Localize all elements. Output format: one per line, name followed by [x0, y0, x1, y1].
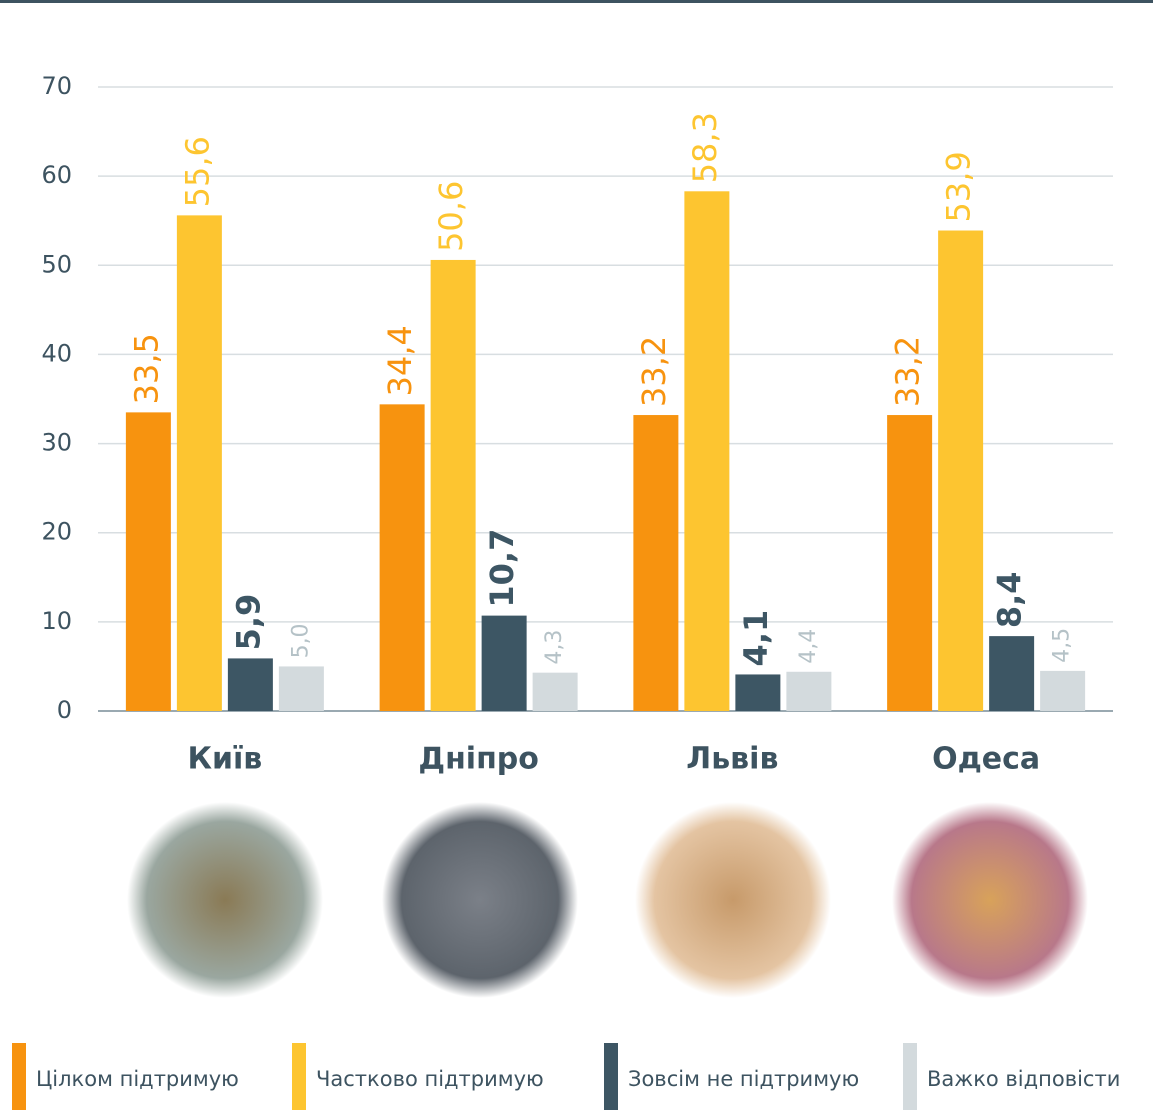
city-photo: [127, 802, 323, 998]
value-label: 4,1: [737, 610, 775, 667]
bar: [278, 666, 324, 711]
y-tick-label: 20: [41, 518, 72, 546]
bar: [989, 636, 1035, 711]
city-photo: [382, 802, 578, 998]
bar: [1040, 670, 1086, 711]
bar: [532, 672, 578, 711]
value-label: 34,4: [381, 325, 419, 396]
value-label: 55,6: [178, 136, 216, 207]
y-tick-label: 60: [41, 161, 72, 189]
value-label: 10,7: [483, 529, 521, 608]
legend-swatch: [903, 1043, 917, 1110]
y-tick-label: 10: [41, 607, 72, 635]
value-label: 50,6: [432, 181, 470, 252]
bar: [125, 412, 171, 711]
legend-label: Зовсім не підтримую: [628, 1067, 859, 1091]
value-label: 4,3: [542, 630, 567, 665]
bar: [227, 658, 273, 711]
bar: [938, 230, 984, 711]
legend-label: Цілком підтримую: [36, 1067, 239, 1091]
legend-label: Важко відповісти: [927, 1067, 1120, 1091]
value-label: 33,2: [635, 336, 673, 407]
y-tick-label: 70: [41, 72, 72, 100]
value-label: 33,2: [889, 336, 927, 407]
legend-swatch: [604, 1043, 618, 1110]
value-label: 53,9: [940, 151, 978, 222]
legend-label: Частково підтримую: [316, 1067, 544, 1091]
value-label: 8,4: [991, 571, 1029, 628]
value-label: 5,9: [229, 594, 267, 651]
bar: [735, 674, 781, 711]
legend-swatch: [12, 1043, 26, 1110]
value-label: 4,4: [796, 629, 821, 664]
bar: [887, 415, 933, 711]
value-label: 5,0: [288, 623, 313, 658]
bar: [176, 215, 222, 711]
value-label: 4,5: [1050, 628, 1075, 663]
bar: [684, 191, 730, 712]
y-tick-label: 0: [57, 696, 72, 724]
y-tick-label: 40: [41, 339, 72, 367]
x-tick-label: Київ: [187, 742, 262, 777]
x-tick-label: Львів: [686, 742, 778, 777]
bar: [633, 415, 679, 711]
city-photo: [635, 802, 831, 998]
city-photo: [892, 802, 1088, 998]
bar: [481, 615, 527, 711]
y-tick-label: 30: [41, 429, 72, 457]
top-border: [0, 0, 1153, 3]
value-label: 58,3: [686, 112, 724, 183]
legend-swatch: [292, 1043, 306, 1110]
bar: [786, 671, 832, 711]
value-label: 33,5: [127, 333, 165, 404]
x-tick-label: Дніпро: [418, 742, 539, 777]
y-tick-label: 50: [41, 250, 72, 278]
bar: [430, 259, 476, 711]
x-tick-label: Одеса: [932, 742, 1040, 777]
bar: [379, 404, 425, 711]
